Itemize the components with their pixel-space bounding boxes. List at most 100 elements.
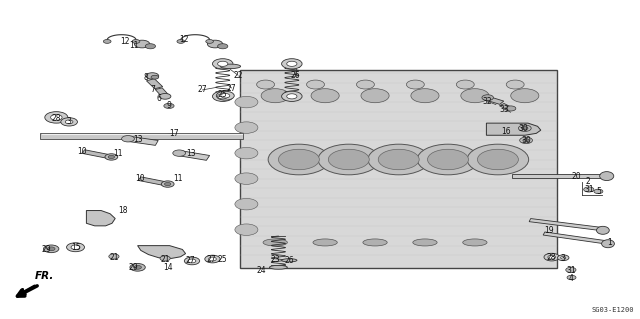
Circle shape (218, 94, 228, 99)
Polygon shape (138, 177, 165, 185)
Circle shape (205, 255, 220, 263)
Circle shape (235, 122, 258, 133)
Circle shape (221, 93, 230, 98)
Circle shape (130, 263, 145, 271)
Circle shape (584, 187, 594, 192)
Text: 27: 27 (227, 84, 237, 93)
Text: 10: 10 (77, 147, 87, 156)
Circle shape (594, 189, 603, 194)
Circle shape (65, 120, 73, 124)
Text: 3: 3 (67, 117, 72, 126)
FancyBboxPatch shape (240, 70, 557, 268)
Polygon shape (127, 136, 158, 145)
Ellipse shape (600, 172, 614, 181)
Circle shape (188, 259, 196, 263)
Circle shape (161, 181, 174, 187)
Circle shape (523, 139, 529, 142)
Circle shape (411, 89, 439, 103)
Circle shape (45, 112, 68, 123)
Circle shape (122, 136, 134, 142)
Circle shape (548, 255, 556, 259)
Text: 23: 23 (270, 255, 280, 264)
Circle shape (544, 253, 559, 261)
Circle shape (184, 257, 200, 265)
Text: 30: 30 (518, 124, 529, 133)
Circle shape (177, 40, 184, 43)
Circle shape (467, 144, 529, 175)
Polygon shape (529, 219, 602, 231)
Text: 33: 33 (499, 105, 509, 114)
Text: 28: 28 (52, 114, 61, 123)
Circle shape (134, 265, 141, 269)
Circle shape (428, 149, 468, 170)
Polygon shape (486, 123, 541, 135)
Circle shape (261, 89, 289, 103)
Ellipse shape (413, 239, 437, 246)
Circle shape (368, 144, 429, 175)
Circle shape (71, 245, 80, 249)
Text: 14: 14 (163, 263, 173, 272)
Circle shape (461, 89, 489, 103)
Circle shape (206, 40, 214, 43)
Text: 31: 31 (584, 185, 594, 194)
Circle shape (566, 267, 576, 272)
Polygon shape (138, 246, 186, 258)
Circle shape (145, 44, 156, 49)
Text: 3: 3 (561, 254, 566, 263)
Circle shape (109, 254, 119, 259)
Ellipse shape (263, 239, 287, 246)
Ellipse shape (602, 240, 614, 248)
Circle shape (287, 94, 297, 99)
Ellipse shape (269, 265, 287, 269)
Text: 9: 9 (166, 101, 172, 110)
Polygon shape (156, 88, 168, 96)
Circle shape (557, 255, 569, 261)
Text: 29: 29 (128, 263, 138, 272)
Text: 29: 29 (41, 245, 51, 254)
Circle shape (328, 149, 369, 170)
Ellipse shape (596, 226, 609, 234)
Circle shape (561, 256, 566, 259)
Circle shape (160, 256, 170, 261)
Ellipse shape (282, 259, 297, 262)
Circle shape (146, 73, 159, 79)
Circle shape (406, 80, 424, 89)
Circle shape (218, 61, 228, 66)
Circle shape (567, 275, 576, 280)
Circle shape (456, 80, 474, 89)
Circle shape (209, 257, 216, 261)
Text: 11: 11 (114, 149, 123, 158)
Circle shape (506, 80, 524, 89)
Text: 16: 16 (500, 127, 511, 136)
Circle shape (282, 91, 302, 101)
Circle shape (212, 59, 233, 69)
Circle shape (520, 137, 532, 144)
Circle shape (67, 243, 84, 252)
Text: 26: 26 (291, 71, 301, 80)
Text: 12: 12 (180, 35, 189, 44)
Circle shape (207, 40, 223, 48)
Ellipse shape (313, 239, 337, 246)
Circle shape (164, 182, 171, 186)
Polygon shape (177, 151, 210, 160)
Text: 12: 12 (121, 37, 130, 46)
Text: 31: 31 (566, 266, 576, 275)
Polygon shape (499, 103, 513, 110)
Text: SG03-E1200: SG03-E1200 (591, 307, 634, 313)
Circle shape (522, 127, 528, 130)
Text: 26: 26 (284, 256, 294, 265)
Polygon shape (512, 174, 605, 178)
Circle shape (151, 75, 159, 79)
Text: 4: 4 (569, 274, 574, 283)
Text: 18: 18 (118, 206, 127, 215)
Polygon shape (40, 133, 243, 139)
Polygon shape (483, 96, 504, 104)
Text: 24: 24 (256, 266, 266, 275)
Polygon shape (82, 150, 109, 158)
Text: 25: 25 (218, 255, 228, 264)
Text: 6: 6 (156, 94, 161, 103)
Text: 7: 7 (150, 85, 155, 94)
Circle shape (235, 147, 258, 159)
Polygon shape (543, 232, 607, 244)
Polygon shape (86, 211, 115, 226)
